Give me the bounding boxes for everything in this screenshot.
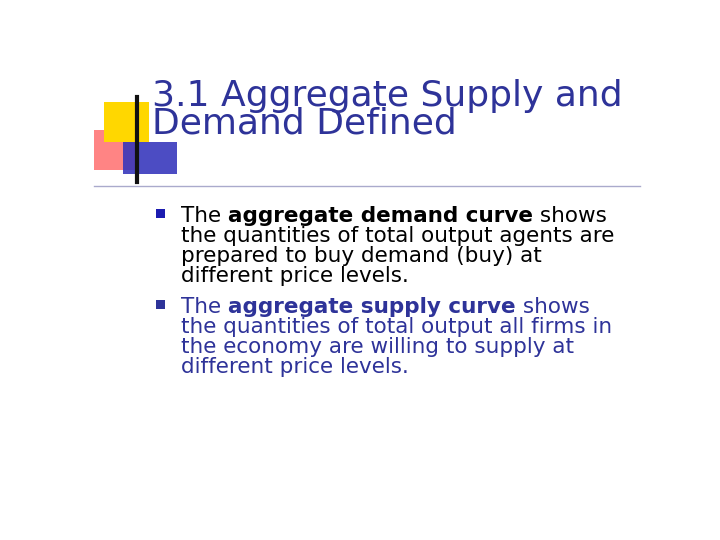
Bar [122,142,177,174]
Text: the economy are willing to supply at: the economy are willing to supply at [181,336,575,356]
Text: the quantities of total output agents are: the quantities of total output agents ar… [181,226,615,246]
Bar [156,209,165,218]
Text: Demand Defined: Demand Defined [152,106,456,140]
Text: aggregate supply curve: aggregate supply curve [228,296,516,316]
Bar [156,300,165,309]
Text: different price levels.: different price levels. [181,266,410,286]
Text: The: The [181,296,228,316]
Text: 3.1 Aggregate Supply and: 3.1 Aggregate Supply and [152,79,623,113]
Text: The: The [181,206,228,226]
Text: different price levels.: different price levels. [181,356,410,376]
Text: prepared to buy demand (buy) at: prepared to buy demand (buy) at [181,246,542,266]
Bar [104,102,149,142]
Text: shows: shows [516,296,590,316]
Text: the quantities of total output all firms in: the quantities of total output all firms… [181,316,613,336]
Text: shows: shows [534,206,608,226]
Bar [94,130,138,170]
Text: aggregate demand curve: aggregate demand curve [228,206,534,226]
